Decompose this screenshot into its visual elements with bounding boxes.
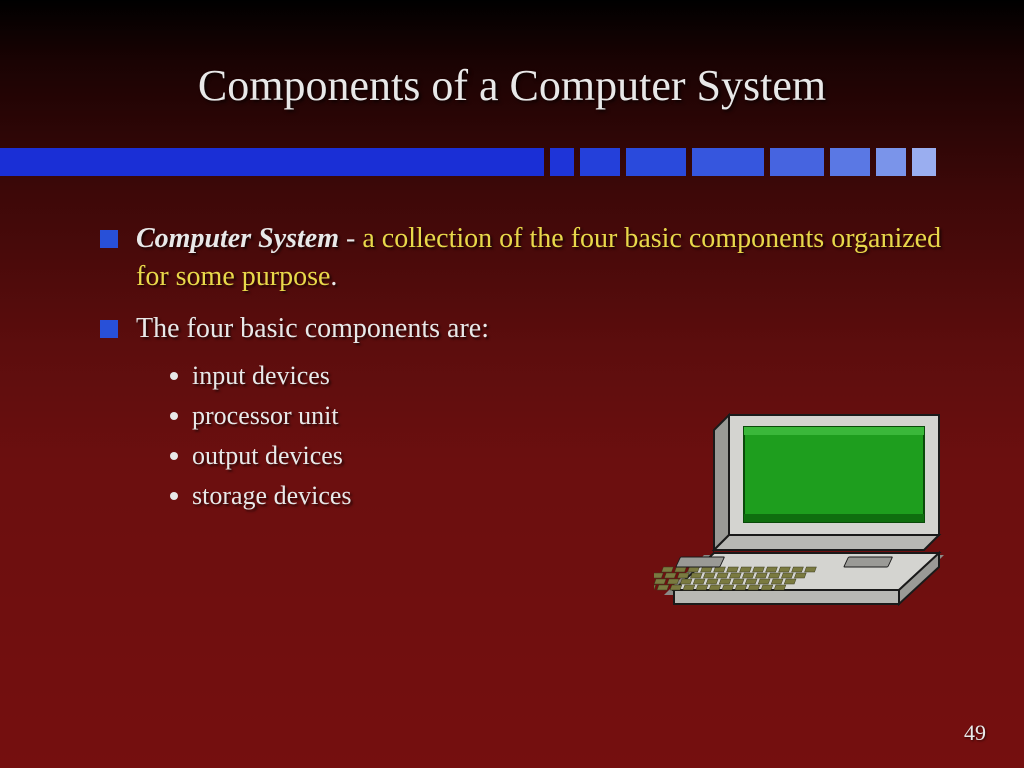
bullet-item-1: Computer System - a collection of the fo…: [100, 220, 964, 296]
bullet-term: Computer System: [136, 223, 339, 254]
dot-bullet-icon: [170, 452, 178, 460]
laptop-clipart-icon: [654, 395, 954, 635]
square-bullet-icon: [100, 320, 118, 338]
divider-segment: [580, 148, 620, 176]
sub-item-label: storage devices: [192, 481, 352, 511]
slide-title: Components of a Computer System: [0, 0, 1024, 111]
bullet-separator: -: [339, 223, 362, 254]
divider-segment: [770, 148, 824, 176]
bullet-period: .: [330, 261, 337, 292]
divider-segment: [626, 148, 686, 176]
divider-segment: [830, 148, 870, 176]
bullet-text: The four basic components are:: [136, 310, 489, 348]
divider-bar: [0, 148, 1024, 176]
page-number: 49: [964, 720, 986, 746]
dot-bullet-icon: [170, 412, 178, 420]
dot-bullet-icon: [170, 492, 178, 500]
dot-bullet-icon: [170, 372, 178, 380]
sub-item-label: processor unit: [192, 401, 339, 431]
sub-item-label: input devices: [192, 361, 330, 391]
bullet-item-2: The four basic components are:: [100, 310, 964, 348]
square-bullet-icon: [100, 230, 118, 248]
divider-solid: [0, 148, 544, 176]
divider-segment: [876, 148, 906, 176]
sub-item-label: output devices: [192, 441, 343, 471]
sub-item: input devices: [170, 361, 964, 391]
divider-segment: [550, 148, 574, 176]
divider-segment: [692, 148, 764, 176]
divider-segment: [912, 148, 936, 176]
